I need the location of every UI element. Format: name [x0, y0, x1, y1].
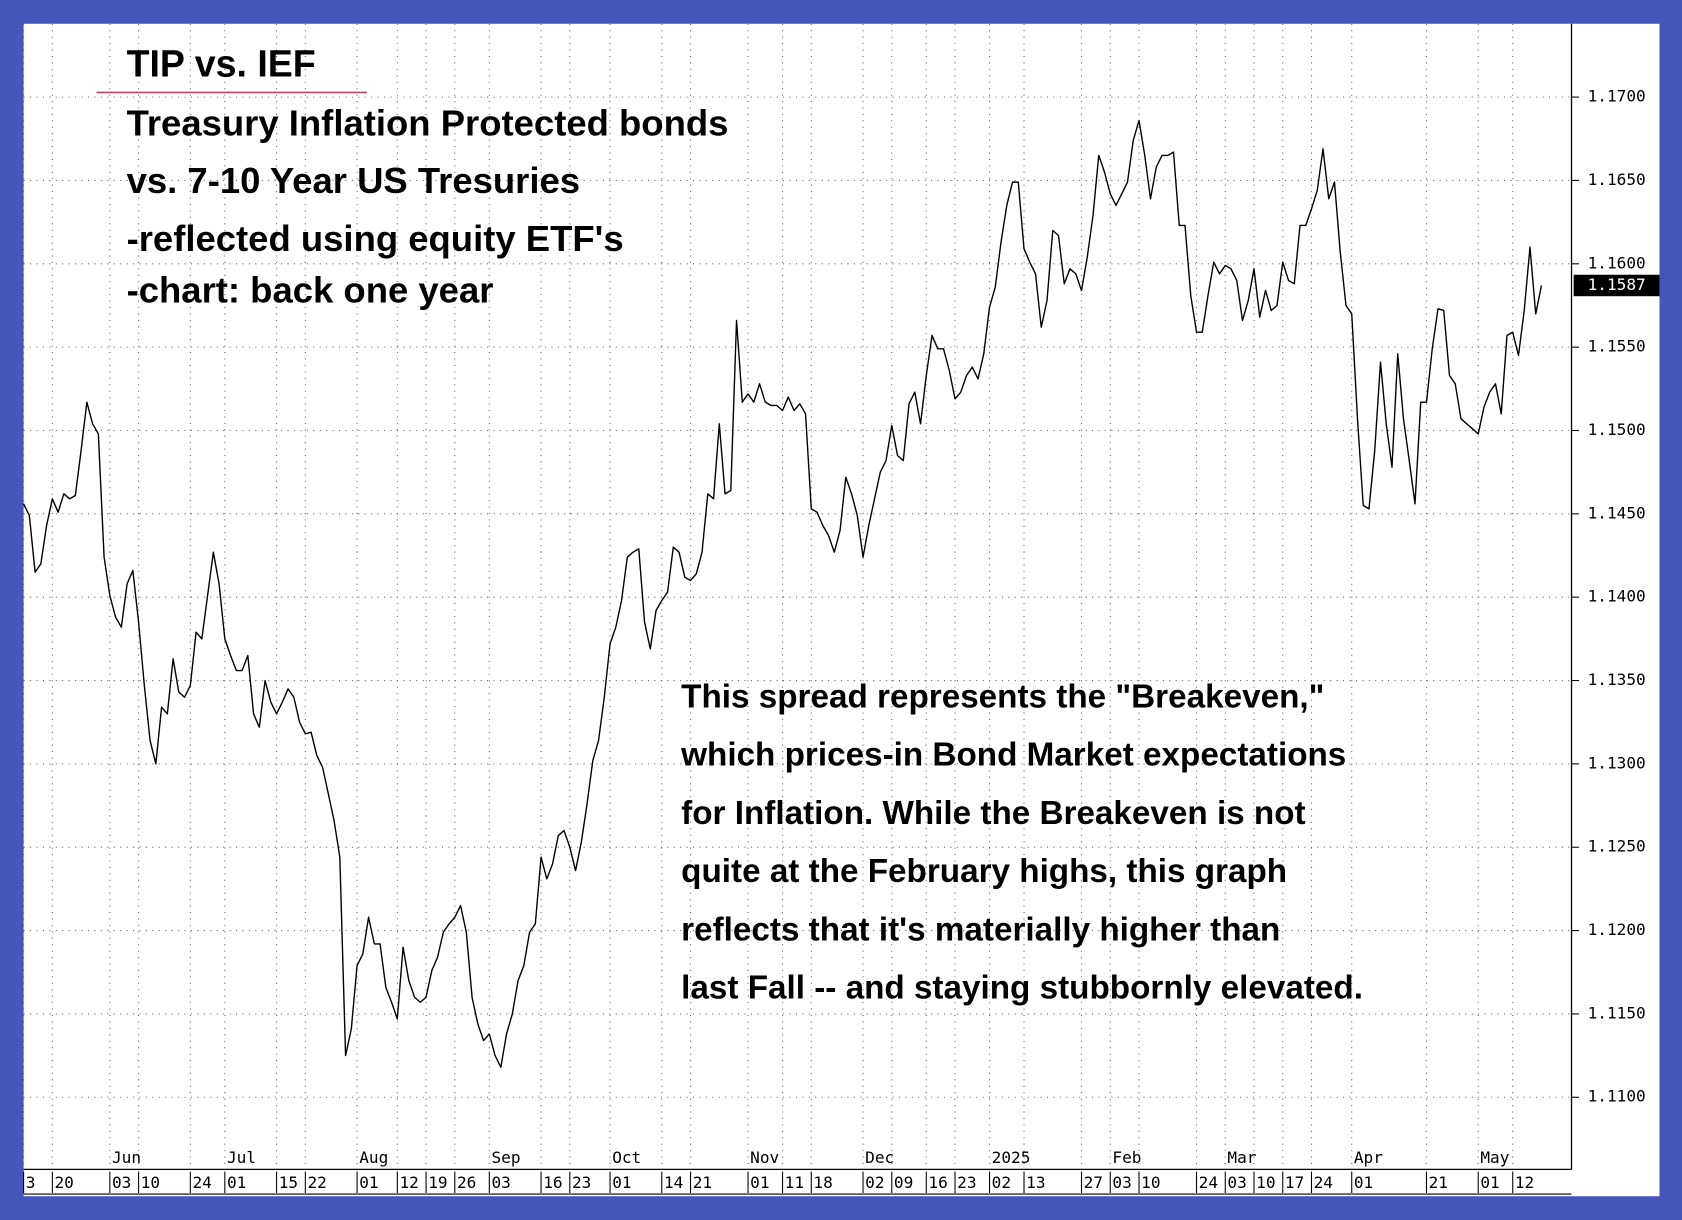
x-tick-label: 24 [192, 1173, 211, 1192]
x-tick-label: 20 [54, 1173, 73, 1192]
x-tick-label: 24 [1199, 1173, 1218, 1192]
x-tick-label: 09 [894, 1173, 913, 1192]
y-tick-label: 1.1200 [1588, 920, 1646, 939]
annotation-line: last Fall -- and staying stubbornly elev… [681, 970, 1363, 1007]
chart-title: TIP vs. IEF [127, 43, 316, 85]
y-tick-label: 1.1600 [1588, 253, 1646, 272]
x-group-label: Jun [112, 1148, 141, 1167]
x-group-label: Jul [227, 1148, 256, 1167]
x-tick-label: 01 [612, 1173, 631, 1192]
x-tick-label: 24 [1314, 1173, 1333, 1192]
x-group-label: Apr [1354, 1148, 1383, 1167]
subtitle-line: Treasury Inflation Protected bonds [127, 102, 729, 143]
price-line [22, 119, 1543, 1068]
x-group-label: Feb [1112, 1148, 1141, 1167]
x-tick-label: 12 [1515, 1173, 1534, 1192]
y-tick-label: 1.1700 [1588, 87, 1646, 106]
annotation-line: which prices-in Bond Market expectations [680, 737, 1346, 774]
x-tick-label: 03 [112, 1173, 131, 1192]
y-tick-label: 1.1300 [1588, 753, 1646, 772]
x-tick-label: 02 [992, 1173, 1011, 1192]
y-tick-label: 1.1550 [1588, 337, 1646, 356]
annotation-line: This spread represents the "Breakeven," [681, 678, 1324, 715]
x-group-label: 2025 [992, 1148, 1031, 1167]
annotation-line: for Inflation. While the Breakeven is no… [681, 795, 1305, 832]
y-tick-label: 1.1250 [1588, 837, 1646, 856]
y-tick-label: 1.1350 [1588, 670, 1646, 689]
x-group-label: May [1480, 1148, 1509, 1167]
x-tick-label: 10 [1256, 1173, 1275, 1192]
x-group-label: Nov [750, 1148, 779, 1167]
x-tick-label: 3 [26, 1173, 36, 1192]
x-tick-label: 26 [457, 1173, 476, 1192]
x-tick-label: 13 [1026, 1173, 1045, 1192]
x-tick-label: 16 [928, 1173, 947, 1192]
x-group-label: Mar [1227, 1148, 1256, 1167]
annotation-line: reflects that it's materially higher tha… [681, 911, 1280, 948]
annotation-line: quite at the February highs, this graph [681, 853, 1287, 890]
x-tick-label: 23 [957, 1173, 976, 1192]
x-group-label: Dec [865, 1148, 894, 1167]
x-group-label: Sep [491, 1148, 520, 1167]
x-tick-label: 01 [750, 1173, 769, 1192]
subtitle-line: vs. 7-10 Year US Tresuries [127, 160, 580, 201]
x-tick-label: 03 [1227, 1173, 1246, 1192]
x-tick-label: 22 [307, 1173, 326, 1192]
last-value-box [1573, 274, 1660, 297]
plot [22, 119, 1543, 1068]
chart-background [23, 23, 1660, 1197]
axes: 1.1100 1.1150 1.1200 1.1250 1.1300 1.1350 1.14… [23, 87, 1660, 1194]
x-group-label: Oct [612, 1148, 641, 1167]
x-tick-label: 14 [664, 1173, 683, 1192]
x-tick-label: 01 [227, 1173, 246, 1192]
subtitle-line: -chart: back one year [127, 270, 494, 311]
x-tick-label: 01 [359, 1173, 378, 1192]
x-tick-label: 17 [1285, 1173, 1304, 1192]
x-tick-label: 12 [399, 1173, 418, 1192]
y-tick-label: 1.1450 [1588, 503, 1646, 522]
y-tick-label: 1.1500 [1588, 420, 1646, 439]
x-tick-label: 01 [1354, 1173, 1373, 1192]
x-tick-label: 03 [491, 1173, 510, 1192]
x-tick-label: 10 [141, 1173, 160, 1192]
y-tick-label: 1.1400 [1588, 587, 1646, 606]
x-tick-label: 11 [785, 1173, 804, 1192]
x-tick-label: 01 [1480, 1173, 1499, 1192]
x-tick-label: 02 [865, 1173, 884, 1192]
x-tick-label: 18 [813, 1173, 832, 1192]
x-tick-label: 23 [572, 1173, 591, 1192]
last-value-label: 1.1587 [1588, 275, 1646, 294]
text-block: Treasury Inflation Protected bonds vs. 7-… [127, 102, 1363, 1006]
y-tick-label: 1.1150 [1588, 1003, 1646, 1022]
x-tick-label: 03 [1112, 1173, 1131, 1192]
x-tick-label: 27 [1084, 1173, 1103, 1192]
x-tick-label: 21 [1429, 1173, 1448, 1192]
x-tick-label: 15 [279, 1173, 298, 1192]
x-tick-label: 10 [1141, 1173, 1160, 1192]
subtitle-line: -reflected using equity ETF's [127, 218, 624, 259]
x-tick-label: 16 [543, 1173, 562, 1192]
y-tick-label: 1.1650 [1588, 170, 1646, 189]
x-tick-label: 19 [428, 1173, 447, 1192]
x-tick-label: 21 [693, 1173, 712, 1192]
x-group-label: Aug [359, 1148, 388, 1167]
y-tick-label: 1.1100 [1588, 1087, 1646, 1106]
